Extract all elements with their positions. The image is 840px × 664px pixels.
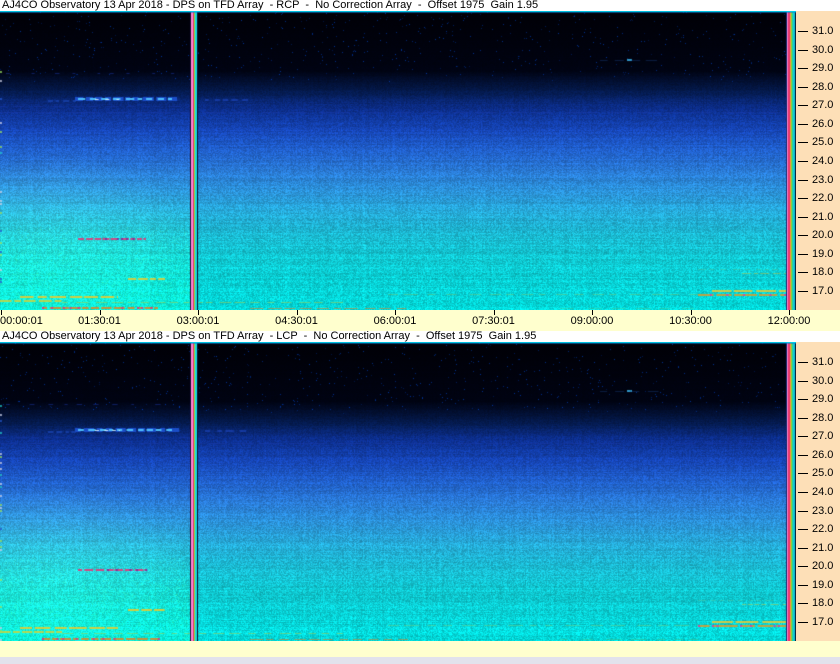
freq-tick-label: 28.0 xyxy=(812,80,834,93)
time-tick xyxy=(690,310,692,315)
time-tick xyxy=(395,310,396,315)
spectrogram-rcp xyxy=(0,11,796,310)
freq-tick-label: 22.0 xyxy=(812,192,834,205)
time-tick xyxy=(296,310,298,315)
freq-tick xyxy=(798,436,808,438)
time-tick-label: 10:30:00 xyxy=(669,315,712,327)
freq-tick-label: 27.0 xyxy=(812,430,834,443)
time-tick-label: 06:00:01 xyxy=(373,315,417,327)
freq-tick-label: 24.0 xyxy=(812,154,834,167)
freq-tick xyxy=(798,198,808,200)
freq-tick-label: 19.0 xyxy=(812,247,834,260)
freq-tick-label: 21.0 xyxy=(812,210,834,223)
time-tick-label: 12:00:00 xyxy=(767,315,811,327)
freq-tick-label: 29.0 xyxy=(812,62,834,75)
freq-tick xyxy=(798,216,808,218)
freq-tick-label: 18.0 xyxy=(812,597,834,610)
freq-tick xyxy=(798,454,808,456)
freq-tick-label: 28.0 xyxy=(812,411,834,424)
freq-tick xyxy=(798,417,808,419)
freq-tick xyxy=(798,473,808,475)
freq-tick-label: 20.0 xyxy=(812,560,834,573)
time-axis: 00:00:01 01:30:01 03:00:01 04:30:01 06:00:01… xyxy=(0,310,840,331)
time-tick xyxy=(99,310,101,315)
freq-tick xyxy=(798,68,808,70)
time-tick-label: 07:30:01 xyxy=(472,315,515,327)
freq-tick xyxy=(798,547,808,549)
freq-tick-label: 31.0 xyxy=(812,25,834,37)
time-tick-label: 04:30:01 xyxy=(275,315,318,327)
freq-tick-label: 17.0 xyxy=(812,615,834,628)
freq-tick xyxy=(798,160,808,162)
freq-tick xyxy=(798,105,808,107)
freq-tick-label: 26.0 xyxy=(812,448,834,461)
freq-tick-label: 27.0 xyxy=(812,99,834,112)
freq-tick xyxy=(798,179,808,181)
freq-tick xyxy=(798,584,808,586)
freq-tick-label: 30.0 xyxy=(812,43,834,56)
freq-tick xyxy=(798,49,808,51)
freq-tick xyxy=(798,399,808,401)
freq-tick xyxy=(798,362,808,363)
freq-tick-label: 25.0 xyxy=(812,467,834,480)
freq-tick-label: 23.0 xyxy=(812,504,834,517)
freq-tick xyxy=(798,235,808,237)
freq-tick xyxy=(798,529,808,531)
freq-tick xyxy=(798,86,808,88)
window-footer xyxy=(0,657,840,664)
freq-tick-label: 18.0 xyxy=(812,266,834,279)
freq-tick-label: 26.0 xyxy=(812,117,834,130)
time-tick-label: 00:00:01 xyxy=(0,315,43,327)
freq-tick xyxy=(798,123,808,125)
panel-title-rcp: AJ4CO Observatory 13 Apr 2018 - DPS on T… xyxy=(0,0,840,11)
freq-tick-label: 22.0 xyxy=(812,523,834,536)
freq-tick-label: 25.0 xyxy=(812,136,834,149)
frequency-axis-rcp: 31.0 30.0 29.0 28.0 27.0 26.0 25.0 24.0 23.0 22.0… xyxy=(796,11,840,310)
freq-tick-label: 29.0 xyxy=(812,393,834,406)
time-tick-label: 01:30:01 xyxy=(78,315,121,327)
freq-tick xyxy=(798,566,808,568)
freq-tick xyxy=(798,603,808,605)
freq-tick xyxy=(798,142,808,144)
freq-tick-label: 30.0 xyxy=(812,374,834,387)
time-tick xyxy=(592,310,593,315)
freq-tick xyxy=(798,272,808,274)
freq-tick-label: 20.0 xyxy=(812,229,834,242)
frequency-axis-lcp: 31.0 30.0 29.0 28.0 27.0 26.0 25.0 24.0 23.0 22.0… xyxy=(796,342,840,641)
time-tick-label: 09:00:00 xyxy=(570,315,614,327)
freq-tick-label: 31.0 xyxy=(812,356,834,368)
time-tick xyxy=(198,310,199,315)
freq-tick xyxy=(798,510,808,512)
time-tick-label: 03:00:01 xyxy=(176,315,220,327)
panel-title-lcp: AJ4CO Observatory 13 Apr 2018 - DPS on T… xyxy=(0,331,840,342)
bottom-time-band xyxy=(0,641,840,657)
freq-tick xyxy=(798,31,808,32)
freq-tick-label: 17.0 xyxy=(812,284,834,297)
time-tick xyxy=(493,310,495,315)
freq-tick xyxy=(798,491,808,493)
freq-tick xyxy=(798,380,808,382)
freq-tick-label: 19.0 xyxy=(812,578,834,591)
time-tick xyxy=(789,310,790,315)
freq-tick-label: 24.0 xyxy=(812,485,834,498)
freq-tick xyxy=(798,290,808,292)
time-tick xyxy=(1,310,2,315)
spectrogram-lcp xyxy=(0,342,796,641)
freq-tick-label: 21.0 xyxy=(812,541,834,554)
freq-tick xyxy=(798,621,808,623)
freq-tick xyxy=(798,253,808,255)
freq-tick-label: 23.0 xyxy=(812,173,834,186)
